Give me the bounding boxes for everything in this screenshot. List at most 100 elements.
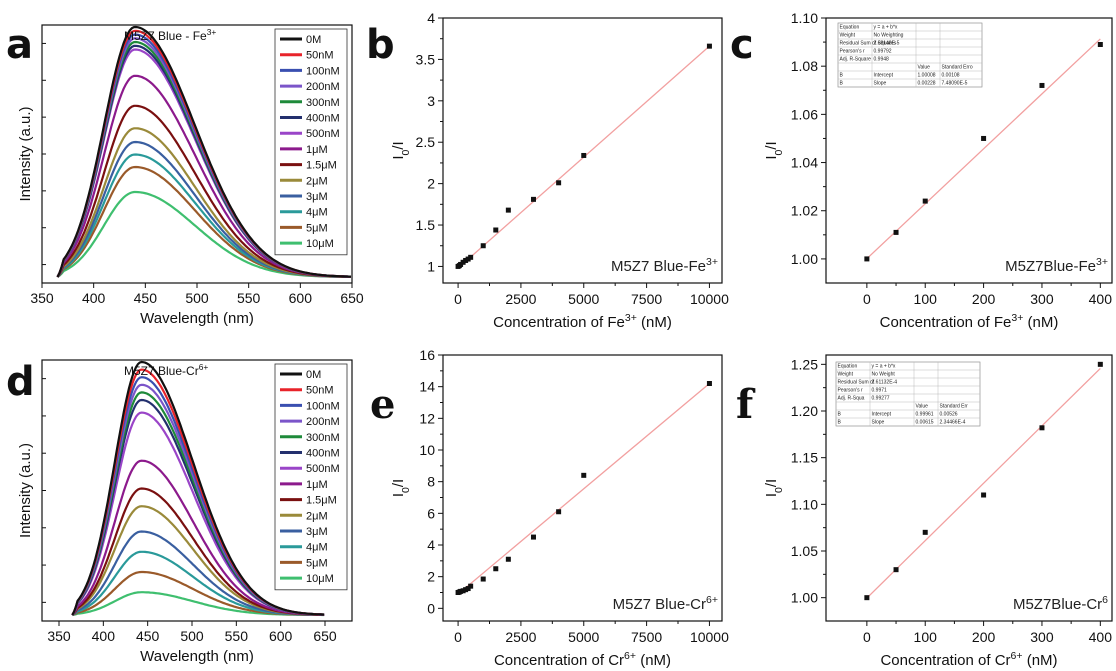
- panel-b-xtick-label: 7500: [631, 291, 662, 307]
- panel-a-xtick-label: 600: [289, 290, 313, 306]
- panel-c-stats-text: Adj. R-Square: [840, 57, 872, 63]
- panel-a-xtick-label: 350: [30, 290, 54, 306]
- panel-d-xtick-label: 400: [92, 628, 116, 644]
- panel-d-series-0: [71, 360, 325, 616]
- panel-c-stats-text: Standard Erro: [942, 65, 973, 71]
- panel-f-annotation-part: M5Z7Blue-Cr: [1013, 596, 1102, 613]
- panel-b-frame: [442, 17, 723, 284]
- panel-c-stats-text: Residual Sum of Squares: [840, 41, 897, 47]
- panel-d-legend-label-1: 50nM: [306, 385, 334, 397]
- panel-d-xtick-label: 450: [136, 628, 160, 644]
- panel-f-xtick-label: 0: [863, 629, 871, 645]
- panel-c-point-5: [1097, 42, 1103, 47]
- panel-e-ytick-label: 6: [427, 505, 435, 521]
- panel-a-xtick-label: 500: [185, 290, 209, 306]
- panel-letter-b: b: [366, 22, 395, 68]
- panel-e-xlabel-part: Concentration of Cr: [494, 652, 624, 669]
- panel-c-xlabel-part: (nM): [1023, 314, 1058, 331]
- panel-c-stats-text: 0.9948: [874, 57, 890, 63]
- panel-f-stats-text: No Weight: [872, 372, 896, 378]
- panel-f-stats-text: Pearson's r: [838, 388, 863, 394]
- panel-c-point-1: [893, 229, 899, 235]
- panel-c-ytick-label: 1.06: [791, 106, 818, 122]
- panel-b-ytick-label: 4: [427, 10, 435, 26]
- panel-e-ylabel-part: /I: [390, 479, 407, 487]
- panel-f-ytick-label: 1.25: [791, 356, 818, 372]
- panel-a-legend-label-8: 1.5μM: [306, 160, 337, 172]
- panel-c-stats-text: Intercept: [874, 73, 894, 79]
- panel-f-stats-text: 2.34466E-4: [940, 420, 966, 426]
- panel-e-ytick-label: 8: [427, 474, 435, 490]
- panel-f-stats-text: Intercept: [872, 412, 892, 418]
- panel-e-point-9: [505, 556, 511, 562]
- panel-f-xtick-label: 400: [1089, 629, 1113, 645]
- panel-b-point-5: [465, 256, 471, 262]
- panel-f-stats-text: Equation: [838, 364, 858, 370]
- panel-c-stats-text: Weight: [840, 33, 856, 39]
- panel-f-xlabel: Concentration of Cr6+ (nM): [880, 650, 1057, 669]
- panel-c-stats-text: Slope: [874, 81, 887, 87]
- panel-b-ylabel-part: 0: [400, 150, 412, 156]
- panel-b-point-13: [706, 43, 712, 49]
- panel-d-chart: [41, 359, 353, 626]
- panel-a-xtick-label: 550: [237, 290, 261, 306]
- panel-f-stats-text: Weight: [838, 372, 854, 378]
- panel-f-xlabel-part: 6+: [1011, 650, 1023, 662]
- panel-d-ylabel: Intensity (a.u.): [17, 443, 34, 538]
- panel-f-stats-text: Standard Err: [940, 404, 969, 410]
- panel-c-stats-text: 0.99792: [874, 49, 892, 55]
- panel-a-legend-label-5: 400nM: [306, 113, 340, 125]
- panel-c-stats-text: No Weighting: [874, 33, 904, 39]
- panel-d-legend-label-9: 2μM: [306, 510, 328, 522]
- panel-c-ytick-label: 1.04: [791, 155, 818, 171]
- panel-f-stats-text: B: [838, 420, 842, 426]
- panel-c-annotation-part: 3+: [1096, 256, 1108, 268]
- panel-b-annotation: M5Z7 Blue-Fe3+: [611, 256, 718, 275]
- panel-a-series-0: [56, 25, 351, 278]
- panel-c-xlabel-part: 3+: [1011, 312, 1023, 324]
- panel-c-stats-text: 7.48090E-5: [942, 81, 968, 87]
- panel-b-xtick-label: 0: [454, 291, 462, 307]
- panel-d-legend-label-7: 1μM: [306, 479, 328, 491]
- panel-c-stats-text: B: [840, 73, 844, 79]
- panel-b-ylabel-part: /I: [390, 141, 407, 149]
- panel-e-point-4: [463, 587, 469, 593]
- panel-c-stats-text: Equation: [840, 25, 860, 31]
- panel-f-stats-text: 0.00526: [940, 412, 958, 418]
- panel-b-xtick-label: 10000: [690, 291, 729, 307]
- panel-c-annotation: M5Z7Blue-Fe3+: [1005, 256, 1108, 275]
- panel-f-point-3: [981, 492, 987, 498]
- panel-b-chart: [438, 17, 723, 288]
- panel-e-chart: [438, 354, 723, 626]
- panel-a-legend-label-12: 5μM: [306, 222, 328, 234]
- panel-b-xtick-label: 5000: [568, 291, 599, 307]
- panel-d-xtick-label: 550: [225, 628, 249, 644]
- panel-b-xlabel-part: (nM): [637, 314, 672, 331]
- panel-f-point-5: [1097, 361, 1103, 367]
- panel-e-xtick-label: 0: [454, 629, 462, 645]
- panel-d-legend-label-12: 5μM: [306, 557, 328, 569]
- panel-e-point-13: [706, 381, 712, 386]
- panel-c-frame: [825, 17, 1113, 284]
- panel-d-legend-label-6: 500nM: [306, 463, 340, 475]
- panel-e-ylabel-part: I: [390, 493, 407, 497]
- panel-e-point-11: [556, 509, 562, 515]
- panel-e-point-5: [465, 586, 471, 592]
- panel-a-xtick-label: 650: [340, 290, 364, 306]
- panel-d-legend-label-4: 300nM: [306, 432, 340, 444]
- panel-f-stats-text: Residual Sum of: [838, 380, 875, 386]
- panel-d-legend-box: [274, 363, 348, 591]
- panel-e-ylabel: I0/I: [390, 479, 412, 497]
- panel-a-legend-label-10: 3μM: [306, 191, 328, 203]
- panel-f-ylabel-part: 0: [773, 487, 785, 493]
- panel-e-point-8: [493, 566, 499, 572]
- panel-d-title: M5Z7 Blue-Cr6+: [124, 362, 208, 378]
- panel-e-annotation-part: 6+: [706, 594, 718, 606]
- panel-b-ylabel-part: I: [390, 156, 407, 160]
- panel-d-legend-label-13: 10μM: [306, 573, 334, 585]
- panel-e-ytick-label: 14: [419, 379, 435, 395]
- panel-a-legend-label-9: 2μM: [306, 175, 328, 187]
- panel-c-ylabel: I0/I: [763, 141, 785, 159]
- panel-d-title-part: 6+: [199, 362, 209, 372]
